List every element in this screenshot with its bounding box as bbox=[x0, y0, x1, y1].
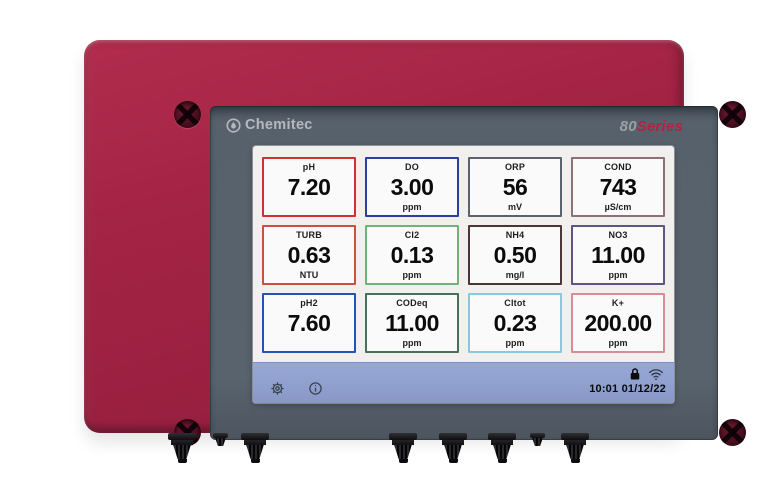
cable-gland-small bbox=[530, 433, 545, 446]
tile-unit: ppm bbox=[505, 338, 525, 348]
touchscreen: pH 7.20 DO 3.00 ppm ORP 56 mV bbox=[253, 146, 674, 403]
tile-value: 0.13 bbox=[390, 242, 434, 268]
tile-label: Cl2 bbox=[404, 230, 420, 240]
tile-label: pH2 bbox=[300, 298, 318, 308]
brand-logo: Chemitec bbox=[226, 117, 313, 133]
tile-unit: NTU bbox=[299, 270, 319, 280]
cable-gland bbox=[168, 433, 196, 463]
cable-gland bbox=[561, 433, 589, 463]
tile-value: 56 bbox=[502, 174, 528, 200]
tile-label: Cltot bbox=[504, 298, 526, 308]
tile-unit: ppm bbox=[402, 270, 422, 280]
settings-button[interactable] bbox=[269, 380, 285, 396]
tile-label: DO bbox=[405, 162, 419, 172]
measurement-tile-cltot[interactable]: Cltot 0.23 ppm bbox=[468, 293, 562, 353]
corner-screw-icon bbox=[719, 419, 746, 446]
series-logo: 80Series bbox=[620, 118, 683, 135]
tile-value: 11.00 bbox=[591, 242, 645, 268]
tile-unit: ppm bbox=[608, 338, 628, 348]
tile-unit: µS/cm bbox=[604, 202, 632, 212]
series-name: Series bbox=[636, 118, 683, 135]
measurement-grid: pH 7.20 DO 3.00 ppm ORP 56 mV bbox=[253, 146, 674, 362]
corner-screw-icon bbox=[174, 101, 201, 128]
tile-label: COND bbox=[604, 162, 632, 172]
cable-gland bbox=[439, 433, 467, 463]
tile-label: ORP bbox=[504, 162, 526, 172]
measurement-tile-ph[interactable]: pH 7.20 bbox=[262, 157, 356, 217]
tile-unit: ppm bbox=[608, 270, 628, 280]
tile-unit: mg/l bbox=[505, 270, 525, 280]
tile-label: NO3 bbox=[608, 230, 628, 240]
tile-value: 743 bbox=[599, 174, 637, 200]
status-bar: 10:01 01/12/22 bbox=[253, 362, 674, 403]
tile-value: 11.00 bbox=[385, 310, 439, 336]
tile-value: 0.63 bbox=[287, 242, 331, 268]
status-right: 10:01 01/12/22 bbox=[589, 367, 666, 395]
lock-icon bbox=[629, 367, 641, 381]
measurement-tile-cond[interactable]: COND 743 µS/cm bbox=[571, 157, 665, 217]
clock-datetime: 10:01 01/12/22 bbox=[589, 383, 666, 395]
info-icon bbox=[308, 381, 323, 396]
tile-label: TURB bbox=[296, 230, 322, 240]
corner-screw-icon bbox=[719, 101, 746, 128]
gear-icon bbox=[270, 381, 285, 396]
measurement-tile-turb[interactable]: TURB 0.63 NTU bbox=[262, 225, 356, 285]
measurement-tile-do[interactable]: DO 3.00 ppm bbox=[365, 157, 459, 217]
measurement-tile-nh4[interactable]: NH4 0.50 mg/l bbox=[468, 225, 562, 285]
tile-unit: mV bbox=[507, 202, 522, 212]
measurement-tile-cl2[interactable]: Cl2 0.13 ppm bbox=[365, 225, 459, 285]
cable-gland-small bbox=[213, 433, 228, 446]
tile-value: 0.50 bbox=[493, 242, 537, 268]
brand-name: Chemitec bbox=[245, 117, 313, 133]
droplet-logo-icon bbox=[226, 117, 241, 133]
tile-unit: ppm bbox=[402, 338, 422, 348]
series-number: 80 bbox=[619, 118, 637, 135]
display-bezel: Chemitec 80Series pH 7.20 DO 3.00 ppm bbox=[210, 106, 718, 440]
tile-value: 3.00 bbox=[390, 174, 434, 200]
tile-value: 7.20 bbox=[287, 174, 331, 200]
cable-gland bbox=[389, 433, 417, 463]
measurement-tile-codeq[interactable]: CODeq 11.00 ppm bbox=[365, 293, 459, 353]
cable-gland bbox=[241, 433, 269, 463]
wifi-icon bbox=[648, 368, 664, 381]
tile-value: 200.00 bbox=[584, 310, 652, 336]
measurement-tile-no3[interactable]: NO3 11.00 ppm bbox=[571, 225, 665, 285]
tile-label: K+ bbox=[611, 298, 625, 308]
tile-label: pH bbox=[302, 162, 316, 172]
measurement-tile-ph2[interactable]: pH2 7.60 bbox=[262, 293, 356, 353]
status-icons bbox=[629, 367, 664, 381]
cable-gland bbox=[488, 433, 516, 463]
device-enclosure: Chemitec 80Series pH 7.20 DO 3.00 ppm bbox=[84, 40, 746, 446]
measurement-tile-orp[interactable]: ORP 56 mV bbox=[468, 157, 562, 217]
tile-value: 7.60 bbox=[287, 310, 331, 336]
tile-label: CODeq bbox=[396, 298, 428, 308]
info-button[interactable] bbox=[307, 380, 323, 396]
tile-value: 0.23 bbox=[493, 310, 537, 336]
tile-label: NH4 bbox=[505, 230, 525, 240]
measurement-tile-kplus[interactable]: K+ 200.00 ppm bbox=[571, 293, 665, 353]
tile-unit: ppm bbox=[402, 202, 422, 212]
